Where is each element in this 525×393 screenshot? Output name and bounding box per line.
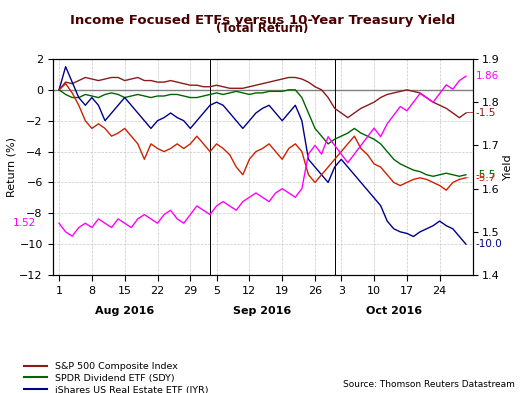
Text: Source: Thomson Reuters Datastream: Source: Thomson Reuters Datastream	[343, 380, 514, 389]
Y-axis label: Return (%): Return (%)	[6, 137, 16, 197]
Text: -1.5: -1.5	[476, 108, 496, 118]
Legend: S&P 500 Composite Index, SPDR Dividend ETF (SDY), iShares US Real Estate ETF (IY: S&P 500 Composite Index, SPDR Dividend E…	[24, 362, 297, 393]
Text: .: .	[466, 170, 469, 180]
Text: —: —	[466, 108, 474, 118]
Text: 1.86: 1.86	[476, 71, 499, 81]
Text: -10.0: -10.0	[476, 239, 502, 249]
Text: (Total Return): (Total Return)	[216, 22, 309, 35]
Text: -5.7: -5.7	[476, 173, 496, 183]
Text: Aug 2016: Aug 2016	[95, 306, 154, 316]
Text: Oct 2016: Oct 2016	[366, 306, 422, 316]
Text: Sep 2016: Sep 2016	[234, 306, 291, 316]
Text: Income Focused ETFs versus 10-Year Treasury Yield: Income Focused ETFs versus 10-Year Treas…	[70, 14, 455, 27]
Text: -5.5: -5.5	[476, 170, 496, 180]
Y-axis label: Yield: Yield	[503, 154, 513, 180]
Text: 1.52: 1.52	[13, 218, 36, 228]
